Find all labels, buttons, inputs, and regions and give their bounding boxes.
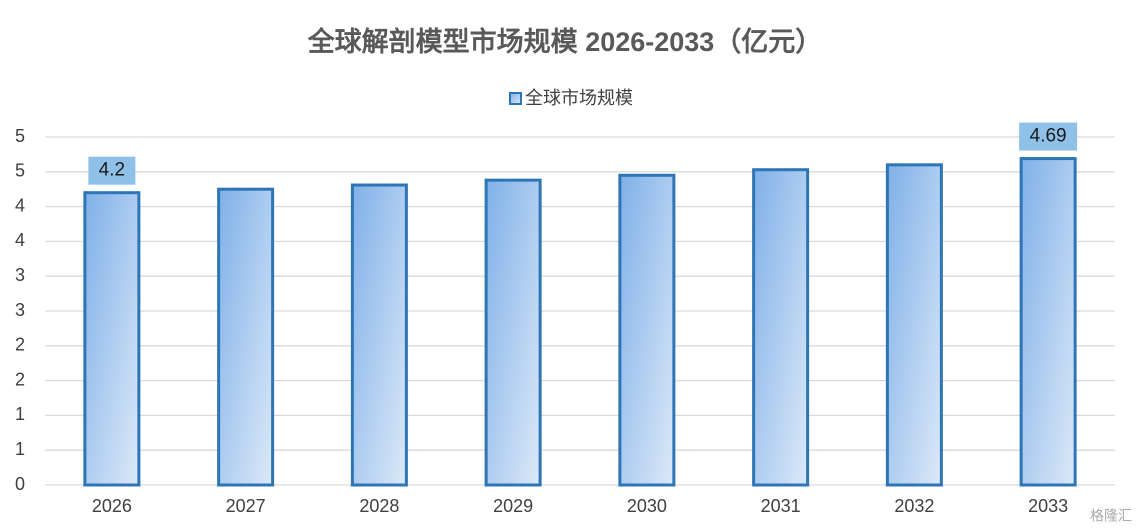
y-tick-label: 0 <box>15 474 25 494</box>
y-tick-label: 4 <box>15 230 25 250</box>
y-tick-label: 3 <box>15 265 25 285</box>
chart-title: 全球解剖模型市场规模 2026-2033（亿元） <box>307 26 823 57</box>
data-label-box <box>1019 122 1078 151</box>
x-tick-label: 2030 <box>627 496 667 516</box>
bar <box>83 191 141 487</box>
x-tick-label: 2026 <box>92 496 132 516</box>
y-tick-label: 4 <box>15 195 25 215</box>
y-tick-label: 1 <box>15 439 25 459</box>
watermark: 格隆汇 <box>1090 508 1132 524</box>
data-label-box <box>88 156 136 185</box>
bar <box>217 187 275 487</box>
y-tick-label: 1 <box>15 404 25 424</box>
x-tick-label: 2033 <box>1028 496 1068 516</box>
y-tick-label: 2 <box>15 369 25 389</box>
bar <box>618 173 676 487</box>
y-tick-label: 2 <box>15 335 25 355</box>
bar <box>885 163 943 487</box>
x-tick-label: 2029 <box>493 496 533 516</box>
bar <box>484 178 542 487</box>
x-tick-label: 2031 <box>761 496 801 516</box>
legend-label: 全球市场规模 <box>525 88 633 108</box>
legend-swatch <box>509 92 522 105</box>
x-tick-label: 2027 <box>226 496 266 516</box>
x-tick-label: 2032 <box>894 496 934 516</box>
y-tick-label: 3 <box>15 300 25 320</box>
bar <box>1019 157 1077 487</box>
data-label: 4.2 <box>99 160 125 181</box>
x-tick-label: 2028 <box>359 496 399 516</box>
bar <box>752 168 810 487</box>
y-tick-label: 5 <box>15 161 25 181</box>
bar <box>350 183 408 487</box>
y-tick-label: 5 <box>15 126 25 146</box>
data-label: 4.69 <box>1030 126 1067 147</box>
